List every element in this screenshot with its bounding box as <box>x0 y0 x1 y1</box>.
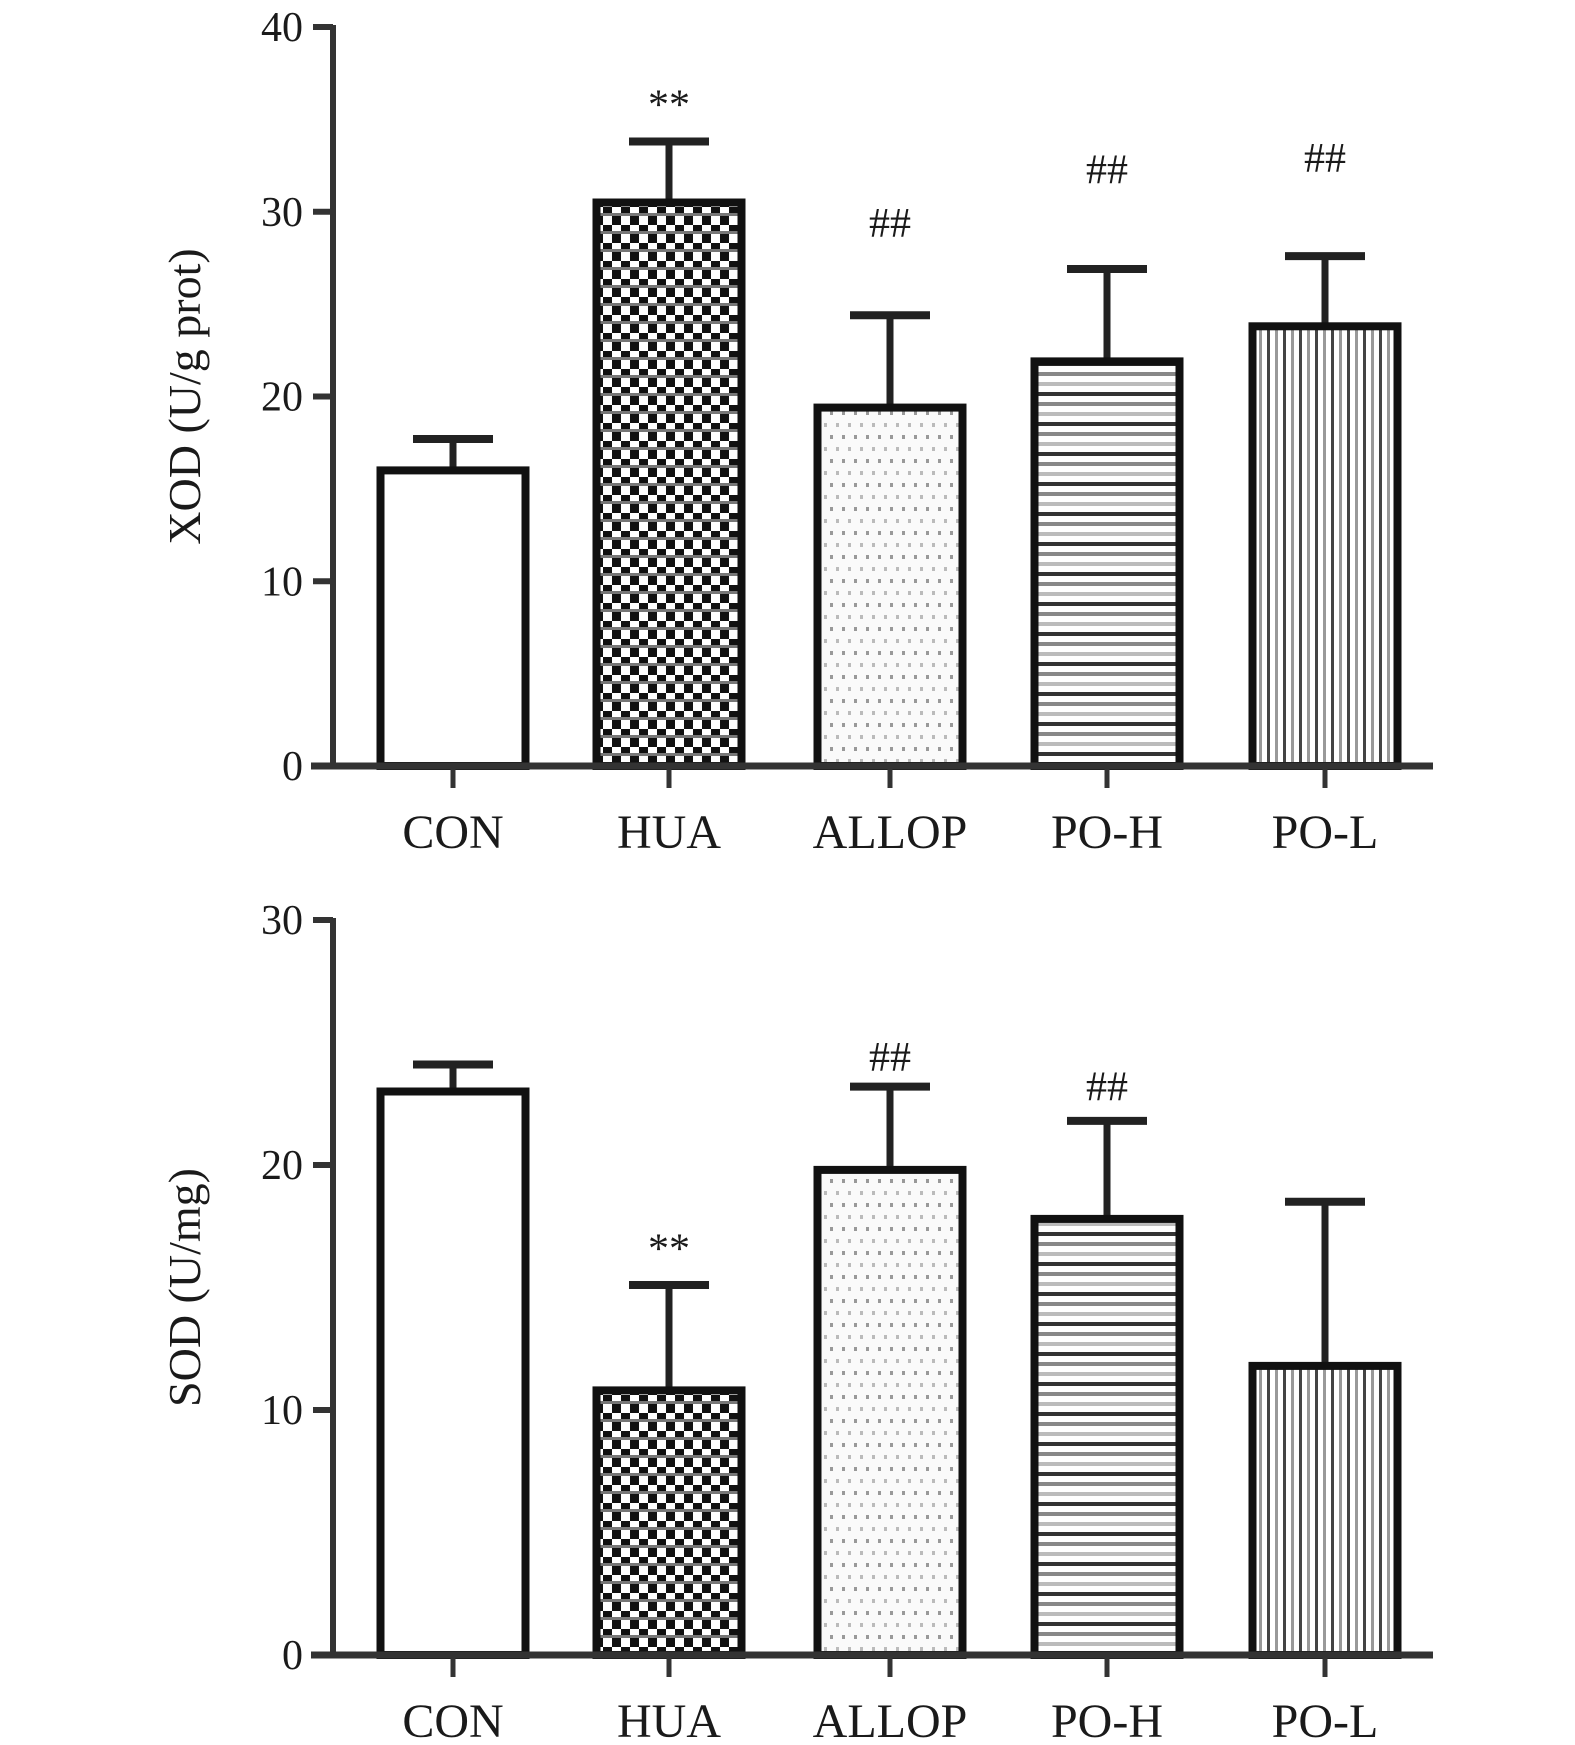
x-tick-label: PO-L <box>1272 1695 1379 1745</box>
x-tick-label: HUA <box>617 1695 721 1745</box>
x-tick-label: HUA <box>617 806 721 859</box>
significance-marker: ** <box>648 1226 690 1272</box>
x-tick-label: CON <box>402 806 503 859</box>
significance-marker: ## <box>869 1035 911 1081</box>
bar-con <box>376 1087 530 1659</box>
significance-marker: ## <box>869 201 911 247</box>
y-tick-label: 40 <box>261 5 303 51</box>
bar-po-h <box>1030 1214 1184 1660</box>
x-tick-label: PO-L <box>1272 806 1379 859</box>
y-tick-label: 20 <box>261 375 303 421</box>
y-tick-label: 20 <box>261 1143 303 1189</box>
x-tick-label: ALLOP <box>813 806 968 859</box>
sod-chart: 0 10 20 30 CON HUA ALLOP PO-H PO-L SOD (U/mg) ** ##… <box>159 898 1433 1745</box>
bar-allop <box>813 1165 967 1660</box>
bar-po-l <box>1248 322 1402 770</box>
x-tick-label: ALLOP <box>813 1695 968 1745</box>
bar-con <box>376 466 530 770</box>
x-tick-label: CON <box>402 1695 503 1745</box>
significance-marker: ## <box>1086 147 1128 193</box>
x-tick-label: PO-H <box>1051 806 1163 859</box>
bar-hua <box>592 1386 746 1660</box>
bar-hua <box>592 198 746 770</box>
significance-marker: ## <box>1304 136 1346 182</box>
significance-marker: ** <box>648 83 690 129</box>
y-axis-label: SOD (U/mg) <box>159 1168 210 1407</box>
y-tick-label: 0 <box>282 744 303 790</box>
bar-allop <box>813 403 967 770</box>
bar-po-h <box>1030 357 1184 770</box>
significance-marker: ## <box>1086 1065 1128 1111</box>
y-axis-label: XOD (U/g prot) <box>159 248 210 544</box>
y-tick-label: 10 <box>261 559 303 605</box>
y-tick-label: 0 <box>282 1633 303 1679</box>
y-tick-label: 30 <box>261 898 303 944</box>
x-tick-label: PO-H <box>1051 1695 1163 1745</box>
xod-chart: 0 10 20 30 40 CON HUA ALLOP PO-H PO-L XOD (U/g pro… <box>159 5 1433 859</box>
bar-po-l <box>1248 1361 1402 1660</box>
y-tick-label: 30 <box>261 190 303 236</box>
y-tick-label: 10 <box>261 1388 303 1434</box>
